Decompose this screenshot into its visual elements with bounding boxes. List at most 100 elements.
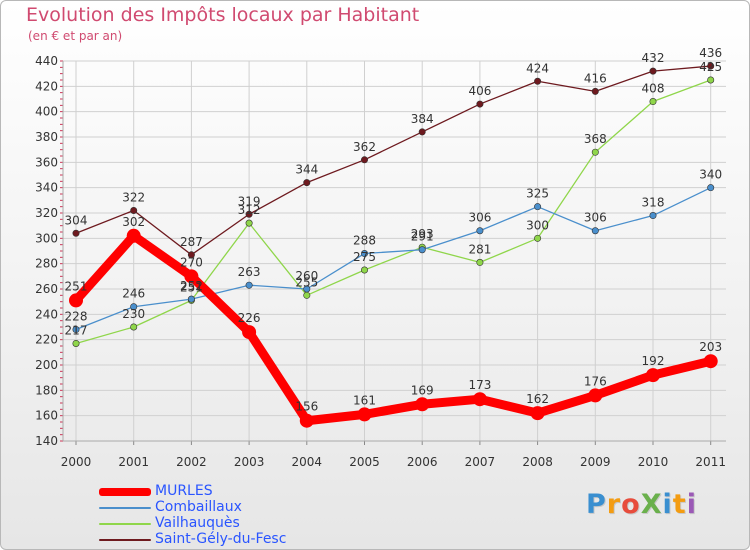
data-label: 416 xyxy=(584,71,607,85)
y-tick-label: 400 xyxy=(35,105,58,119)
data-point xyxy=(476,227,484,235)
data-point xyxy=(245,210,253,218)
y-tick-label: 220 xyxy=(35,333,58,347)
data-point xyxy=(72,326,80,334)
data-point xyxy=(242,325,257,340)
data-label: 260 xyxy=(295,269,318,283)
data-point xyxy=(126,228,141,243)
data-label: 304 xyxy=(65,213,88,227)
data-point xyxy=(476,258,484,266)
data-point xyxy=(591,148,599,156)
data-label: 340 xyxy=(699,168,722,182)
data-label: 176 xyxy=(584,374,607,388)
data-label: 255 xyxy=(295,275,318,289)
series-line-1 xyxy=(75,187,712,331)
data-point xyxy=(130,206,138,214)
legend-label: Combaillaux xyxy=(155,499,242,515)
data-label: 325 xyxy=(526,187,549,201)
data-label: 408 xyxy=(642,82,665,96)
legend-swatch xyxy=(99,488,151,496)
data-point xyxy=(187,251,195,259)
data-point xyxy=(303,285,311,293)
y-tick-label: 280 xyxy=(35,257,58,271)
y-tick-label: 380 xyxy=(35,130,58,144)
axes: 140 160 180 200 220 240 260 280 300 320 340 360 380 4… xyxy=(35,54,726,469)
data-label: 230 xyxy=(122,307,145,321)
y-tick-label: 300 xyxy=(35,231,58,245)
data-label: 424 xyxy=(526,61,549,75)
y-tick-label: 420 xyxy=(35,79,58,93)
y-tick-label: 440 xyxy=(35,54,58,68)
data-label: 217 xyxy=(65,323,88,337)
legend-swatch xyxy=(99,539,151,541)
data-label: 203 xyxy=(699,340,722,354)
data-label: 291 xyxy=(411,230,434,244)
series-line-3 xyxy=(75,65,712,256)
data-label: 344 xyxy=(295,163,318,177)
data-label: 384 xyxy=(411,112,434,126)
data-label: 246 xyxy=(122,287,145,301)
data-label: 192 xyxy=(642,354,665,368)
data-point xyxy=(534,77,542,85)
data-label: 228 xyxy=(65,310,88,324)
x-tick-label: 2005 xyxy=(349,455,380,469)
x-tick-label: 2006 xyxy=(407,455,438,469)
data-label: 281 xyxy=(468,242,491,256)
legend-item: Combaillaux xyxy=(99,500,339,516)
data-point xyxy=(646,368,660,383)
data-point xyxy=(299,413,314,428)
chart-subtitle: (en € et par an) xyxy=(28,29,123,43)
data-label: 169 xyxy=(411,383,434,397)
data-label: 306 xyxy=(584,211,607,225)
data-label: 275 xyxy=(353,250,376,264)
data-point xyxy=(649,98,657,106)
data-label: 362 xyxy=(353,140,376,154)
data-label: 368 xyxy=(584,132,607,146)
y-tick-label: 340 xyxy=(35,181,58,195)
data-label: 300 xyxy=(526,218,549,232)
data-label: 288 xyxy=(353,234,376,248)
legend-item: MURLES xyxy=(99,484,339,500)
legend-label: MURLES xyxy=(155,483,213,499)
x-tick-label: 2003 xyxy=(234,455,265,469)
data-label: 319 xyxy=(238,194,261,208)
data-label: 251 xyxy=(180,280,203,294)
x-tick-label: 2004 xyxy=(292,455,323,469)
series-line-2 xyxy=(75,79,712,345)
legend-label: Saint-Gély-du-Fesc xyxy=(155,531,287,547)
data-point xyxy=(415,397,430,412)
data-point xyxy=(530,406,545,421)
data-label: 226 xyxy=(238,311,261,325)
data-label: 270 xyxy=(180,255,203,269)
legend-swatch xyxy=(99,507,151,509)
x-tick-label: 2007 xyxy=(465,455,496,469)
y-tick-label: 360 xyxy=(35,155,58,169)
y-tick-label: 260 xyxy=(35,282,58,296)
data-label: 312 xyxy=(238,203,261,217)
data-point xyxy=(187,295,195,303)
data-point xyxy=(707,76,715,84)
legend-item: Vailhauquès xyxy=(99,516,339,532)
x-tick-label: 2008 xyxy=(522,455,553,469)
data-point xyxy=(360,156,368,164)
data-label: 318 xyxy=(642,196,665,210)
data-point xyxy=(245,281,253,289)
x-tick-label: 2011 xyxy=(695,455,726,469)
data-label: 432 xyxy=(642,51,665,65)
data-point xyxy=(703,354,718,369)
data-point xyxy=(360,266,368,274)
chart-title: Evolution des Impôts locaux par Habitant xyxy=(26,4,420,26)
data-label: 263 xyxy=(238,265,261,279)
legend-item: Saint-Gély-du-Fesc xyxy=(99,532,339,548)
data-point xyxy=(72,339,80,347)
data-point xyxy=(707,62,715,70)
y-tick-label: 180 xyxy=(35,383,58,397)
data-label: 156 xyxy=(295,400,318,414)
legend-label: Vailhauquès xyxy=(155,515,240,531)
data-point xyxy=(360,250,368,258)
data-label: 425 xyxy=(699,60,722,74)
data-label: 322 xyxy=(122,190,145,204)
data-label: 302 xyxy=(122,215,145,229)
proxiti-logo: ProXiti xyxy=(586,489,697,520)
